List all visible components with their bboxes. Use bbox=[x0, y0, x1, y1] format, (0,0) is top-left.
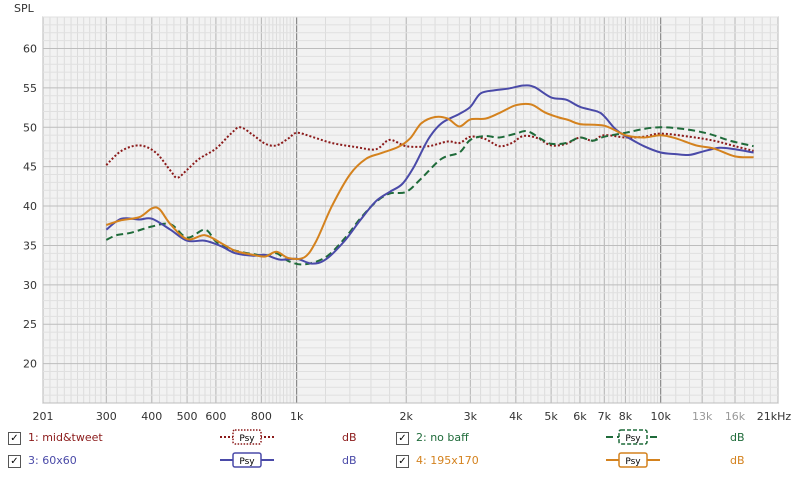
legend-checkbox[interactable]: ✓ bbox=[396, 432, 409, 445]
legend-checkbox[interactable]: ✓ bbox=[8, 455, 21, 468]
y-tick-label: 25 bbox=[23, 318, 37, 331]
x-tick-label: 7k bbox=[598, 410, 612, 423]
legend-line-sample[interactable]: Psy bbox=[606, 451, 660, 469]
legend-series-name: 1: mid&tweet bbox=[28, 431, 103, 444]
x-tick-label: 500 bbox=[177, 410, 198, 423]
x-tick-label: 300 bbox=[96, 410, 117, 423]
y-tick-label: 45 bbox=[23, 161, 37, 174]
x-tick-label: 800 bbox=[251, 410, 272, 423]
x-tick-label: 201 bbox=[33, 410, 54, 423]
tick-labels: 20 25 30 35 40 45 50 55 60 201 300 400 500 600 800 1k 2k… bbox=[23, 43, 791, 423]
legend-series-name: 4: 195x170 bbox=[416, 454, 479, 467]
plot-area bbox=[42, 16, 779, 404]
legend-series-name: 3: 60x60 bbox=[28, 454, 77, 467]
legend-series-name: 2: no baff bbox=[416, 431, 469, 444]
svg-text:Psy: Psy bbox=[239, 457, 255, 467]
x-tick-label: 600 bbox=[205, 410, 226, 423]
y-tick-label: 40 bbox=[23, 200, 37, 213]
legend-unit: dB bbox=[342, 454, 357, 467]
x-tick-label: 4k bbox=[509, 410, 523, 423]
legend-unit: dB bbox=[730, 431, 745, 444]
series-layer bbox=[105, 84, 754, 266]
series-line-3 bbox=[105, 84, 754, 265]
y-tick-label: 60 bbox=[23, 43, 37, 56]
x-tick-label: 16k bbox=[725, 410, 746, 423]
x-tick-label: 13k bbox=[692, 410, 713, 423]
legend-checkbox[interactable]: ✓ bbox=[8, 432, 21, 445]
series-line-4 bbox=[105, 102, 754, 261]
grid-lines bbox=[42, 16, 779, 404]
series-line-1 bbox=[105, 126, 754, 179]
x-tick-label: 21kHz bbox=[757, 410, 792, 423]
x-tick-label: 6k bbox=[573, 410, 587, 423]
legend-row: ✓ 1: mid&tweet Psy dB ✓ 2: no baff Psy dB bbox=[0, 428, 800, 452]
legend-line-sample[interactable]: Psy bbox=[220, 451, 274, 469]
svg-text:Psy: Psy bbox=[625, 434, 641, 444]
y-tick-label: 30 bbox=[23, 279, 37, 292]
x-tick-label: 10k bbox=[651, 410, 672, 423]
y-tick-label: 55 bbox=[23, 82, 37, 95]
y-tick-label: 35 bbox=[23, 239, 37, 252]
x-tick-label: 2k bbox=[400, 410, 414, 423]
x-tick-label: 3k bbox=[464, 410, 478, 423]
x-tick-label: 8k bbox=[619, 410, 633, 423]
legend-unit: dB bbox=[730, 454, 745, 467]
legend-line-sample[interactable]: Psy bbox=[606, 428, 660, 446]
x-tick-label: 400 bbox=[141, 410, 162, 423]
x-tick-label: 5k bbox=[544, 410, 558, 423]
legend-checkbox[interactable]: ✓ bbox=[396, 455, 409, 468]
spl-chart: 20 25 30 35 40 45 50 55 60 201 300 400 500 600 800 1k 2k… bbox=[14, 2, 791, 423]
svg-text:Psy: Psy bbox=[625, 457, 641, 467]
x-tick-label: 1k bbox=[290, 410, 304, 423]
y-axis-label: SPL bbox=[14, 2, 35, 15]
legend-unit: dB bbox=[342, 431, 357, 444]
svg-text:Psy: Psy bbox=[239, 434, 255, 444]
y-tick-label: 20 bbox=[23, 358, 37, 371]
legend: ✓ 1: mid&tweet Psy dB ✓ 2: no baff Psy dB ✓ 3: 60… bbox=[0, 426, 800, 481]
legend-row: ✓ 3: 60x60 Psy dB ✓ 4: 195x170 Psy dB bbox=[0, 451, 800, 475]
y-tick-label: 50 bbox=[23, 121, 37, 134]
legend-line-sample[interactable]: Psy bbox=[220, 428, 274, 446]
